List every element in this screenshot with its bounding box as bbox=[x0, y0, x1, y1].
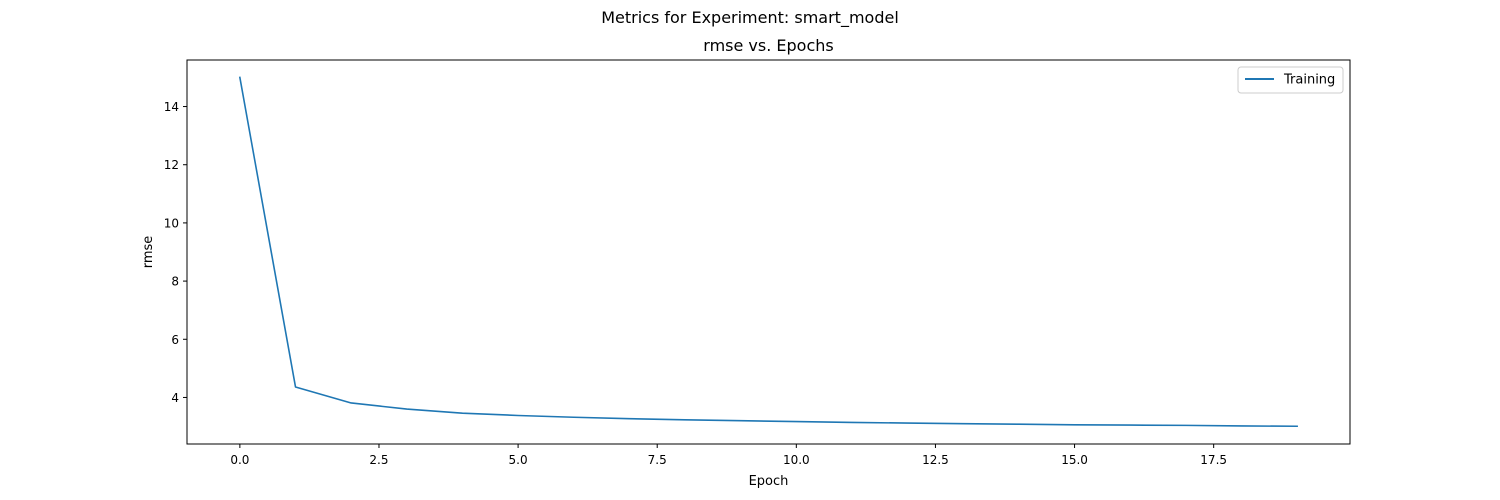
y-axis-ticks: 4 6 8 10 12 14 bbox=[164, 100, 187, 405]
chart-title: rmse vs. Epochs bbox=[703, 36, 833, 55]
data-point bbox=[1297, 426, 1298, 427]
legend-label-training: Training bbox=[1283, 73, 1335, 88]
data-point bbox=[239, 77, 240, 78]
x-tick-label: 5.0 bbox=[509, 453, 528, 467]
x-tick-label: 10.0 bbox=[783, 453, 810, 467]
x-tick-label: 15.0 bbox=[1061, 453, 1088, 467]
data-point bbox=[1074, 424, 1075, 425]
data-point bbox=[518, 415, 519, 416]
x-tick-label: 7.5 bbox=[648, 453, 667, 467]
data-point bbox=[851, 422, 852, 423]
figure-suptitle: Metrics for Experiment: smart_model bbox=[601, 8, 899, 28]
x-tick-label: 12.5 bbox=[922, 453, 949, 467]
y-tick-label: 12 bbox=[164, 158, 179, 172]
data-point bbox=[1185, 425, 1186, 426]
x-axis-ticks: 0.0 2.5 5.0 7.5 10.0 12.5 15.0 17.5 bbox=[230, 444, 1227, 467]
y-axis-label: rmse bbox=[141, 236, 156, 269]
x-tick-label: 2.5 bbox=[369, 453, 388, 467]
data-point bbox=[907, 423, 908, 424]
y-tick-label: 14 bbox=[164, 100, 179, 114]
data-point bbox=[1018, 424, 1019, 425]
data-point bbox=[573, 417, 574, 418]
x-axis-label: Epoch bbox=[749, 474, 789, 489]
y-tick-label: 6 bbox=[171, 333, 179, 347]
series-line-training bbox=[238, 76, 1298, 428]
series-layer bbox=[238, 76, 1298, 428]
y-tick-label: 10 bbox=[164, 216, 179, 230]
x-tick-label: 17.5 bbox=[1200, 453, 1227, 467]
y-tick-label: 8 bbox=[171, 275, 179, 289]
data-point bbox=[629, 418, 630, 419]
legend: Training bbox=[1237, 66, 1344, 94]
plot-area: 0.0 2.5 5.0 7.5 10.0 12.5 15.0 17.5 4 6 8 10 12 14 bbox=[164, 59, 1351, 467]
data-point bbox=[406, 409, 407, 410]
data-point bbox=[462, 413, 463, 414]
data-point bbox=[1130, 425, 1131, 426]
data-point bbox=[685, 419, 686, 420]
x-tick-label: 0.0 bbox=[230, 453, 249, 467]
data-point bbox=[1241, 425, 1242, 426]
legend-box bbox=[1237, 66, 1344, 94]
axes-frame bbox=[186, 59, 1351, 445]
data-point bbox=[963, 423, 964, 424]
data-point bbox=[796, 421, 797, 422]
y-tick-label: 4 bbox=[171, 391, 179, 405]
data-point bbox=[351, 402, 352, 403]
data-point bbox=[295, 386, 296, 387]
data-point bbox=[740, 420, 741, 421]
